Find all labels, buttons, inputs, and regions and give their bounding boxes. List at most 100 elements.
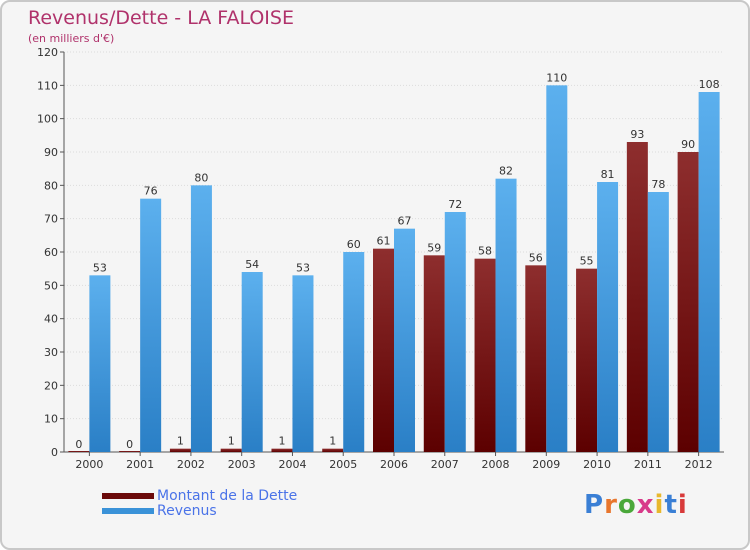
bars (68, 85, 720, 453)
bar-revenus (292, 275, 314, 452)
bar-revenus (546, 85, 568, 452)
x-tick-label: 2002 (177, 458, 205, 471)
bar-revenus (495, 178, 517, 452)
legend-label-revenus: Revenus (157, 502, 217, 519)
data-label-revenus: 53 (296, 261, 310, 274)
y-axis: 0 10 20 30 40 50 60 70 80 90 100 110 120 (37, 46, 65, 459)
x-tick-label: 2001 (126, 458, 154, 471)
bar-debt (423, 255, 445, 452)
x-tick-label: 2006 (380, 458, 408, 471)
bar-revenus (343, 252, 365, 452)
bar-revenus (698, 92, 720, 452)
x-tick-label: 2010 (583, 458, 611, 471)
bar-debt (119, 451, 141, 452)
data-label-revenus: 81 (601, 168, 615, 181)
y-tick-label: 40 (44, 313, 58, 326)
bar-debt (677, 152, 699, 452)
x-tick-label: 2004 (278, 458, 306, 471)
y-tick-label: 30 (44, 346, 58, 359)
x-axis: 2000 2001 2002 2003 2004 2005 2006 2007 2008 2009… (64, 451, 724, 471)
bar-revenus (190, 185, 212, 453)
y-tick-label: 90 (44, 146, 58, 159)
bar-debt (626, 142, 648, 452)
x-tick-label: 2008 (482, 458, 510, 471)
bar-debt (271, 448, 293, 452)
data-label-revenus: 53 (93, 261, 107, 274)
y-tick-label: 70 (44, 213, 58, 226)
bar-debt (220, 448, 242, 452)
bar-revenus (444, 212, 466, 452)
bar-debt (373, 248, 394, 452)
logo-letter: t (664, 490, 678, 520)
bar-revenus (241, 272, 263, 452)
x-tick-label: 2012 (685, 458, 713, 471)
data-label-debt: 56 (529, 251, 543, 264)
bar-debt (169, 448, 191, 452)
data-label-debt: 0 (126, 438, 133, 451)
bar-debt (525, 265, 547, 452)
bar-debt (68, 451, 90, 452)
data-label-debt: 90 (681, 138, 695, 151)
data-label-revenus: 80 (194, 171, 208, 184)
data-label-revenus: 78 (651, 178, 665, 191)
data-label-debt: 58 (478, 245, 492, 258)
y-tick-label: 10 (44, 413, 58, 426)
data-label-debt: 59 (427, 241, 441, 254)
bar-revenus (597, 182, 619, 452)
x-tick-label: 2007 (431, 458, 459, 471)
data-label-debt: 1 (228, 435, 235, 448)
legend-swatch-debt (102, 492, 154, 499)
data-label-revenus: 110 (546, 71, 567, 84)
data-label-revenus: 82 (499, 165, 513, 178)
data-label-debt: 55 (580, 255, 594, 268)
y-tick-label: 0 (51, 446, 58, 459)
legend-label-debt: Montant de la Dette (157, 487, 298, 504)
y-tick-label: 110 (37, 79, 58, 92)
proxiti-logo: Proxiti (584, 490, 688, 520)
y-tick-label: 20 (44, 379, 58, 392)
data-label-debt: 0 (75, 438, 82, 451)
y-tick-label: 60 (44, 246, 58, 259)
logo-letter: i (677, 490, 688, 520)
data-label-debt: 61 (377, 235, 391, 248)
bar-debt (474, 258, 496, 452)
legend-item-revenus: Revenus (102, 502, 297, 519)
logo-letter: x (636, 490, 655, 520)
x-tick-label: 2000 (75, 458, 103, 471)
data-label-debt: 1 (278, 435, 285, 448)
bar-revenus (647, 192, 669, 452)
bar-revenus (140, 198, 162, 452)
x-tick-label: 2003 (228, 458, 256, 471)
bar-revenus (394, 228, 415, 452)
legend-item-debt: Montant de la Dette (102, 487, 298, 504)
y-tick-label: 50 (44, 279, 58, 292)
y-tick-label: 120 (37, 46, 58, 59)
legend: Montant de la Dette Revenus (102, 487, 298, 519)
x-tick-label: 2009 (532, 458, 560, 471)
data-label-revenus: 72 (448, 198, 462, 211)
data-label-debt: 93 (630, 128, 644, 141)
bar-revenus (89, 275, 111, 452)
data-label-revenus: 108 (699, 78, 720, 91)
chart-subtitle: (en milliers d'€) (28, 32, 115, 45)
data-label-revenus: 67 (398, 215, 412, 228)
data-labels: 0 53 0 76 1 80 1 54 1 53 1 60 61 67 59 72 58 82 56 110 55 81 9… (75, 71, 719, 451)
x-tick-label: 2011 (634, 458, 662, 471)
logo-letter: P (584, 490, 605, 520)
bar-debt (322, 448, 344, 452)
data-label-revenus: 60 (347, 238, 361, 251)
bar-debt (576, 268, 598, 452)
logo-letter: i (654, 490, 665, 520)
data-label-revenus: 76 (144, 185, 158, 198)
logo-letter: o (617, 490, 637, 520)
data-label-debt: 1 (177, 435, 184, 448)
y-tick-label: 100 (37, 113, 58, 126)
y-tick-label: 80 (44, 179, 58, 192)
x-tick-label: 2005 (329, 458, 357, 471)
data-label-debt: 1 (329, 435, 336, 448)
data-label-revenus: 54 (245, 258, 259, 271)
chart-title: Revenus/Dette - LA FALOISE (28, 7, 294, 29)
logo-letter: r (604, 490, 618, 520)
